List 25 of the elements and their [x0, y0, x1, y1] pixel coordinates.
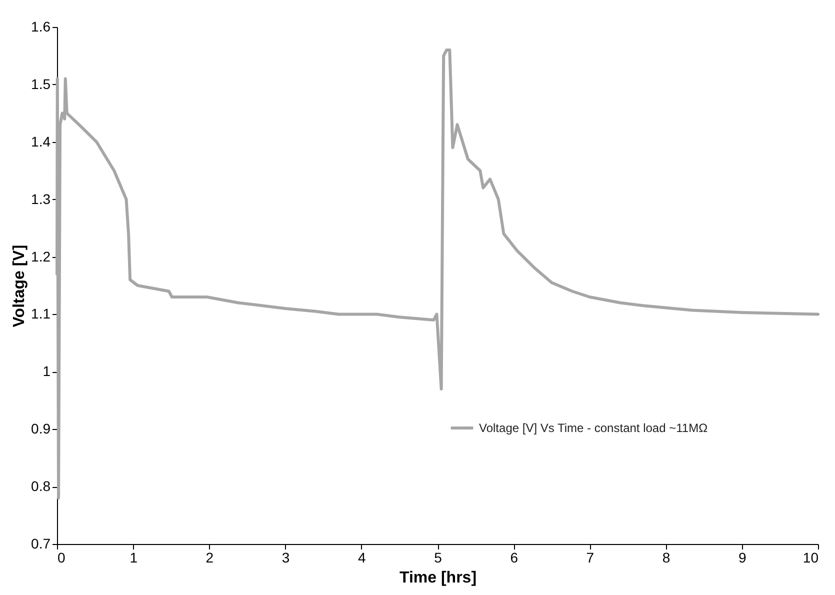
- x-tick-label: 0: [58, 550, 66, 566]
- x-tick-label: 2: [206, 550, 214, 566]
- y-tick-label: 1.5: [31, 76, 51, 92]
- x-axis-title: Time [hrs]: [399, 570, 477, 586]
- x-tick-label: 8: [662, 550, 670, 566]
- x-tick-label: 1: [130, 550, 138, 566]
- y-tick-label: 1.4: [31, 133, 51, 150]
- x-tick-label: 6: [510, 550, 518, 566]
- y-tick-label: 1: [42, 363, 51, 380]
- x-tick-label: 9: [738, 550, 746, 566]
- x-tick-label: 5: [434, 550, 442, 566]
- x-tick-label: 7: [586, 550, 594, 566]
- x-tick-label: 10: [802, 550, 819, 566]
- y-tick-label: 0.8: [31, 478, 51, 494]
- y-tick-label: 1.1: [31, 306, 51, 322]
- line-series: [56, 48, 820, 500]
- legend-label: Voltage [V] Vs Time - constant load ~11MΩ: [479, 421, 708, 435]
- x-tick-label: 4: [358, 550, 366, 566]
- y-tick-label: 0.7: [31, 536, 51, 552]
- y-tick-label: 1.2: [31, 248, 51, 264]
- y-tick-label: 0.9: [31, 420, 51, 437]
- y-tick-label: 1.6: [31, 18, 51, 34]
- y-axis-title: Voltage [V]: [11, 244, 28, 328]
- y-tick-label: 1.3: [31, 190, 51, 207]
- x-tick-label: 3: [282, 550, 290, 566]
